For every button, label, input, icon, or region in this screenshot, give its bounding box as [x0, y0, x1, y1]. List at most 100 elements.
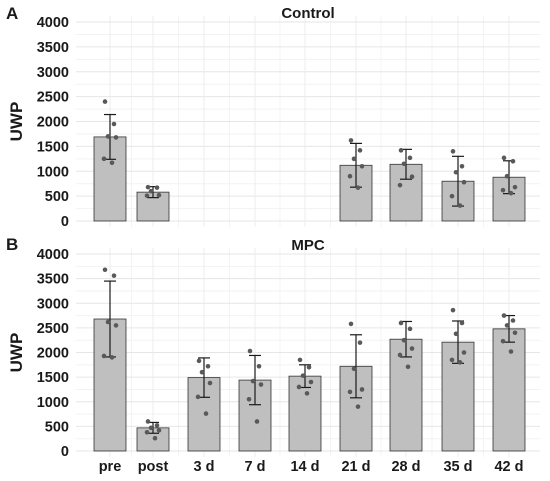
data-point	[405, 364, 411, 370]
data-point	[357, 148, 363, 153]
y-tick-label: 4000	[37, 247, 69, 263]
data-point	[101, 156, 107, 162]
x-tick-label: 21 d	[341, 459, 370, 475]
panel-b: 0 500 1000 1500 2000 2500 3000 3500 4000 UWP MPC B	[6, 235, 540, 460]
data-point	[297, 357, 303, 363]
x-tick-label: pre	[99, 459, 122, 475]
x-tick-label: 3 d	[194, 459, 215, 475]
data-point	[144, 429, 150, 435]
y-tick-label: 2500	[37, 90, 69, 106]
data-point	[459, 320, 465, 326]
y-axis-label: UWP	[7, 102, 26, 142]
data-point	[510, 159, 516, 164]
y-axis-label: UWP	[7, 333, 26, 373]
data-point	[461, 350, 467, 355]
data-point	[145, 184, 151, 190]
data-point	[501, 313, 507, 318]
y-tick-label: 1000	[37, 164, 69, 180]
data-point	[409, 346, 415, 351]
data-point	[247, 348, 253, 354]
y-tick-label: 3000	[37, 65, 69, 81]
data-point	[397, 352, 403, 358]
data-point	[504, 173, 510, 179]
data-point	[304, 391, 310, 396]
data-point	[457, 360, 463, 365]
data-point	[348, 138, 354, 143]
data-point	[306, 364, 312, 370]
panel-a: 0 500 1000 1500 2000 2500 3000 3500 4000 UWP Contr…	[6, 4, 540, 230]
data-point	[250, 378, 256, 384]
data-point	[152, 435, 158, 441]
data-point	[359, 387, 365, 392]
y-tick-label: 2000	[37, 346, 69, 362]
data-point	[111, 273, 117, 278]
panel-label: B	[6, 235, 18, 254]
data-point	[254, 419, 260, 424]
y-tick-label: 3000	[37, 296, 69, 312]
data-point	[258, 382, 264, 387]
data-point	[351, 366, 357, 372]
data-point	[398, 148, 404, 153]
y-tick-label: 1500	[37, 370, 69, 386]
data-point	[199, 369, 205, 375]
data-point	[450, 307, 456, 313]
data-point	[105, 319, 111, 325]
data-point	[102, 267, 108, 273]
y-tick-label: 500	[45, 189, 69, 205]
data-point	[101, 353, 107, 359]
data-point	[398, 320, 404, 326]
data-point	[409, 174, 415, 180]
bar	[288, 375, 322, 452]
data-point	[148, 425, 154, 431]
data-point	[156, 428, 162, 433]
data-point	[359, 163, 365, 169]
bar	[492, 328, 526, 452]
data-point	[457, 203, 463, 208]
data-point	[102, 99, 108, 104]
x-tick-label: 14 d	[290, 459, 319, 475]
chart-title: MPC	[291, 237, 325, 254]
data-point	[113, 135, 119, 140]
panel-label: A	[6, 4, 18, 23]
x-tick-label: post	[138, 459, 169, 475]
y-tick-label: 1500	[37, 139, 69, 155]
x-tick-label: 42 d	[494, 459, 523, 475]
data-point	[348, 321, 354, 327]
data-point	[500, 187, 506, 193]
data-point	[256, 363, 262, 369]
data-point	[296, 384, 302, 390]
data-point	[156, 192, 162, 198]
y-tick-label: 500	[45, 419, 69, 435]
data-point	[105, 134, 111, 139]
x-tick-label: 7 d	[245, 459, 266, 475]
data-point	[113, 323, 119, 328]
data-point	[109, 355, 115, 360]
data-point	[355, 185, 361, 190]
data-point	[397, 182, 403, 188]
data-point	[196, 358, 202, 364]
data-point	[500, 338, 506, 344]
data-point	[401, 337, 407, 343]
data-point	[508, 190, 514, 196]
data-point	[145, 419, 151, 424]
chart-title: Control	[281, 5, 334, 22]
data-point	[461, 179, 467, 185]
data-point	[144, 193, 150, 198]
data-point	[453, 169, 459, 175]
data-point	[508, 349, 514, 354]
data-point	[148, 188, 154, 194]
data-point	[109, 160, 115, 166]
data-point	[512, 184, 518, 190]
data-point	[300, 373, 306, 378]
data-point	[195, 394, 201, 400]
data-point	[450, 149, 456, 154]
data-point	[154, 423, 160, 428]
y-tick-label: 1000	[37, 395, 69, 411]
data-point	[347, 173, 353, 179]
data-point	[407, 155, 413, 161]
data-point	[111, 121, 117, 127]
data-point	[357, 340, 363, 345]
y-tick-label: 3500	[37, 40, 69, 56]
